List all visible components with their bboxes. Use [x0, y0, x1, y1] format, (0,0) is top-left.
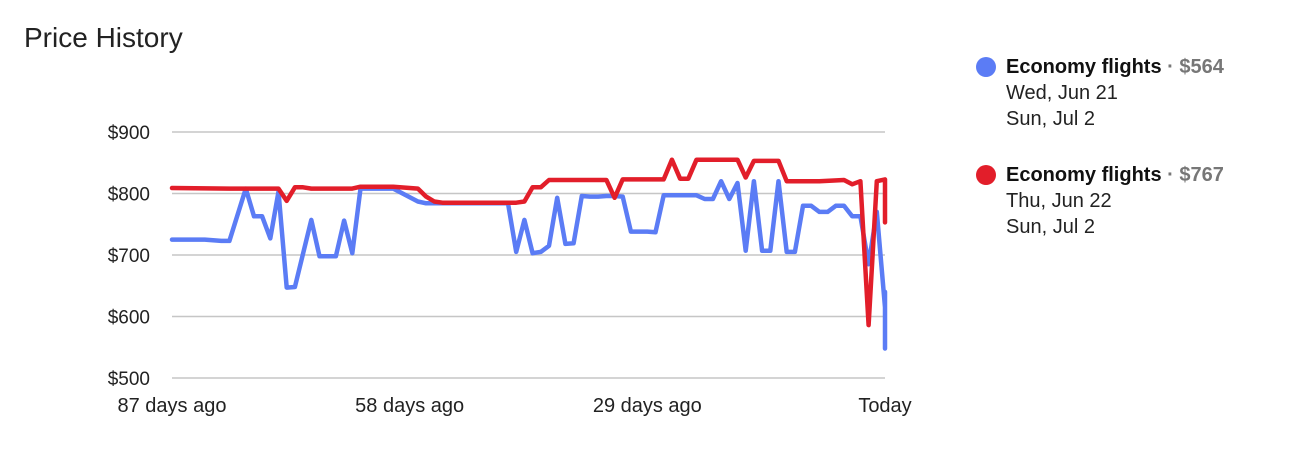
x-tick-label-2: 29 days ago	[593, 395, 702, 417]
series-2-line	[169, 157, 888, 328]
x-tick-label-0: 87 days ago	[118, 395, 227, 417]
series-1-line	[169, 178, 888, 351]
series-2-name: Economy flights	[1006, 164, 1162, 186]
legend: Economy flights · $564 Wed, Jun 21 Sun, …	[976, 54, 1276, 270]
gridlines	[172, 131, 885, 379]
series-lines	[169, 157, 888, 351]
x-axis-ticks: 87 days ago 58 days ago 29 days ago Today	[118, 395, 912, 417]
y-axis-ticks: $900 $800 $700 $600 $500	[108, 123, 150, 390]
series-2-price: $767	[1179, 164, 1224, 186]
y-tick-label-600: $600	[108, 308, 150, 329]
legend-separator: ·	[1167, 164, 1180, 186]
series-2-color-dot	[976, 165, 996, 185]
legend-separator: ·	[1167, 56, 1180, 78]
legend-item-2[interactable]: Economy flights · $767 Thu, Jun 22 Sun, …	[976, 162, 1276, 240]
series-1-name: Economy flights	[1006, 56, 1162, 78]
series-1-color-dot	[976, 57, 996, 77]
series-2-return-date: Sun, Jul 2	[1006, 216, 1095, 238]
x-tick-label-3: Today	[858, 395, 911, 417]
y-tick-label-800: $800	[108, 185, 150, 206]
legend-item-1[interactable]: Economy flights · $564 Wed, Jun 21 Sun, …	[976, 54, 1276, 132]
y-tick-label-900: $900	[108, 123, 150, 144]
series-1-price: $564	[1179, 56, 1224, 78]
chart-title: Price History	[24, 22, 183, 53]
y-tick-label-500: $500	[108, 369, 150, 390]
series-1-return-date: Sun, Jul 2	[1006, 108, 1095, 130]
series-2-depart-date: Thu, Jun 22	[1006, 190, 1112, 212]
series-1-depart-date: Wed, Jun 21	[1006, 82, 1118, 104]
y-tick-label-700: $700	[108, 246, 150, 267]
x-tick-label-1: 58 days ago	[355, 395, 464, 417]
